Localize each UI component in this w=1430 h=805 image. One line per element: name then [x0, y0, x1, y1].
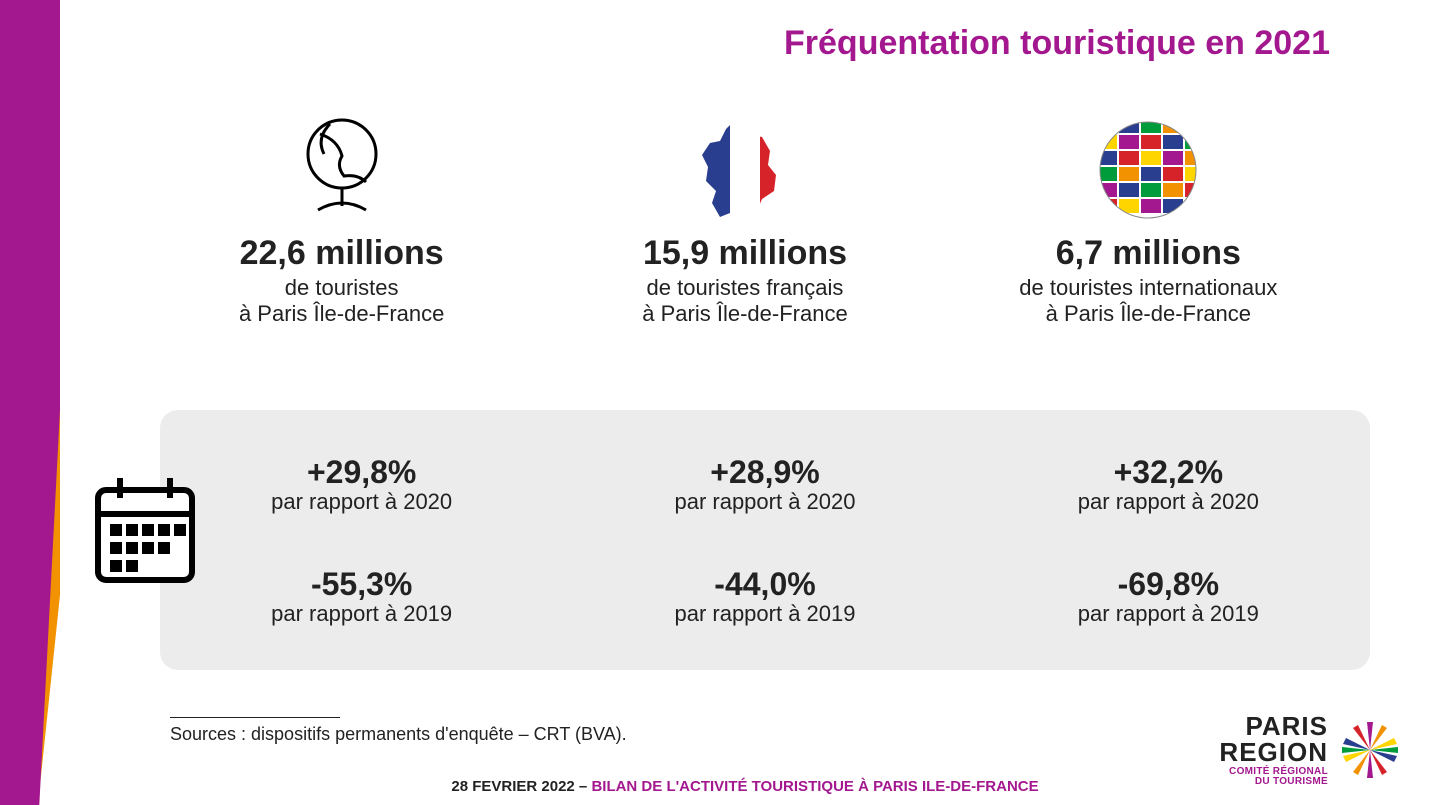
- pct-vs-2020-label: par rapport à 2020: [160, 489, 563, 515]
- calendar-icon: [90, 470, 200, 595]
- page-title: Fréquentation touristique en 2021: [784, 24, 1330, 63]
- pct-vs-2019-label: par rapport à 2019: [967, 601, 1370, 627]
- pct-vs-2019: -69,8%: [967, 566, 1370, 603]
- stat-french: 15,9 millions de touristes français à Pa…: [543, 110, 946, 327]
- stat-value: 22,6 millions: [140, 234, 543, 273]
- stat-line1: de touristes internationaux: [947, 275, 1350, 301]
- pct-vs-2020-label: par rapport à 2020: [967, 489, 1370, 515]
- slide-content: Fréquentation touristique en 2021 22,6 m…: [60, 0, 1430, 805]
- logo-line1: PARIS: [1219, 713, 1328, 739]
- pct-vs-2019-label: par rapport à 2019: [160, 601, 563, 627]
- comparison-col-total: +29,8% par rapport à 2020 -55,3% par rap…: [160, 410, 563, 670]
- globe-icon: [140, 110, 543, 230]
- side-accent: [0, 0, 60, 805]
- footer-date: 28 FEVRIER 2022 –: [451, 778, 591, 795]
- logo-line2: REGION: [1219, 739, 1328, 765]
- pct-vs-2020: +29,8%: [160, 454, 563, 491]
- stat-total: 22,6 millions de touristes à Paris Île-d…: [140, 110, 543, 327]
- pct-vs-2020: +28,9%: [563, 454, 966, 491]
- stat-value: 6,7 millions: [947, 234, 1350, 273]
- logo-starburst-icon: [1338, 718, 1402, 782]
- comparison-col-international: +32,2% par rapport à 2020 -69,8% par rap…: [967, 410, 1370, 670]
- stat-line2: à Paris Île-de-France: [543, 301, 946, 327]
- stat-line2: à Paris Île-de-France: [947, 301, 1350, 327]
- accent-purple: [0, 0, 60, 805]
- stat-international: 6,7 millions de touristes internationaux…: [947, 110, 1350, 327]
- pct-vs-2020-label: par rapport à 2020: [563, 489, 966, 515]
- comparison-band: +29,8% par rapport à 2020 -55,3% par rap…: [160, 410, 1370, 670]
- stat-line2: à Paris Île-de-France: [140, 301, 543, 327]
- logo-tagline: COMITÉ RÉGIONAL DU TOURISME: [1219, 767, 1328, 787]
- sources-rule: [170, 717, 340, 718]
- stat-value: 15,9 millions: [543, 234, 946, 273]
- flags-globe-icon: [947, 110, 1350, 230]
- sources-note: Sources : dispositifs permanents d'enquê…: [170, 717, 627, 745]
- pct-vs-2019-label: par rapport à 2019: [563, 601, 966, 627]
- stats-row: 22,6 millions de touristes à Paris Île-d…: [140, 110, 1350, 327]
- comparison-col-french: +28,9% par rapport à 2020 -44,0% par rap…: [563, 410, 966, 670]
- paris-region-logo: PARIS REGION COMITÉ RÉGIONAL DU TOURISME: [1219, 713, 1402, 787]
- sources-text: Sources : dispositifs permanents d'enquê…: [170, 724, 627, 744]
- pct-vs-2019: -55,3%: [160, 566, 563, 603]
- stat-line1: de touristes français: [543, 275, 946, 301]
- pct-vs-2020: +32,2%: [967, 454, 1370, 491]
- france-flag-icon: [543, 110, 946, 230]
- stat-line1: de touristes: [140, 275, 543, 301]
- pct-vs-2019: -44,0%: [563, 566, 966, 603]
- logo-text: PARIS REGION COMITÉ RÉGIONAL DU TOURISME: [1219, 713, 1328, 787]
- footer-desc: BILAN DE L'ACTIVITÉ TOURISTIQUE À PARIS …: [591, 778, 1038, 795]
